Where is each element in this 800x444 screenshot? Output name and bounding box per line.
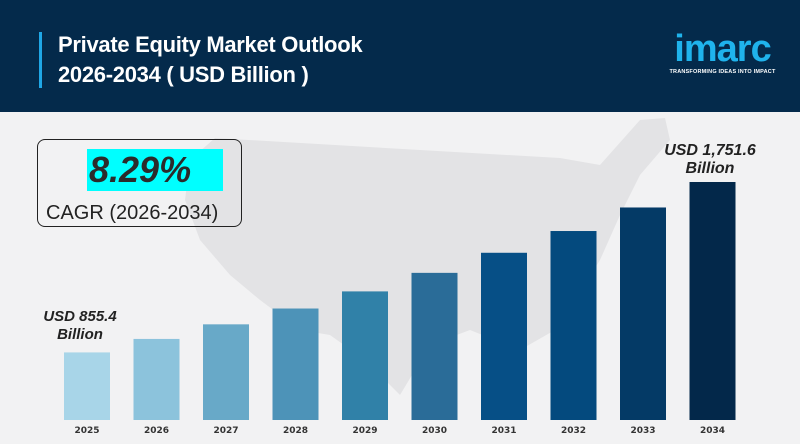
annotation-2025-line2: Billion [57, 326, 103, 343]
annotation-2025-line1: USD 855.4 [43, 308, 117, 325]
title-accent-bar [39, 32, 42, 88]
annotation-2025: USD 855.4 Billion [30, 308, 130, 344]
bar-2031 [481, 252, 527, 420]
bar-2025 [64, 352, 110, 420]
annotation-2034-line2: Billion [685, 160, 735, 177]
bar-2032 [550, 231, 597, 420]
x-tick-2029: 2029 [352, 426, 377, 436]
x-tick-2027: 2027 [213, 426, 238, 436]
bar-2029 [342, 291, 388, 420]
bar-2034 [689, 182, 736, 420]
x-tick-2028: 2028 [283, 426, 308, 436]
x-tick-2032: 2032 [561, 426, 586, 436]
header: Private Equity Market Outlook 2026-2034 … [0, 0, 800, 112]
x-tick-2026: 2026 [144, 426, 169, 436]
annotation-2034-line1: USD 1,751.6 [664, 142, 756, 159]
cagr-box: 8.29% CAGR (2026-2034) [37, 139, 242, 227]
cagr-value: 8.29% [87, 149, 223, 191]
bar-2028 [272, 308, 319, 420]
chart-title: Private Equity Market Outlook 2026-2034 … [58, 30, 363, 90]
bar-2027 [203, 324, 249, 420]
title-line-2: 2026-2034 ( USD Billion ) [58, 62, 309, 87]
bar-2026 [133, 338, 180, 420]
logo-tagline: TRANSFORMING IDEAS INTO IMPACT [669, 69, 776, 75]
x-tick-2030: 2030 [422, 426, 447, 436]
logo-word: imarc [674, 28, 771, 70]
x-tick-2034: 2034 [700, 426, 725, 436]
x-tick-2031: 2031 [491, 426, 516, 436]
x-tick-2025: 2025 [74, 426, 99, 436]
bar-2030 [411, 272, 458, 420]
cagr-label: CAGR (2026-2034) [46, 202, 219, 224]
bar-2033 [620, 207, 666, 420]
x-tick-2033: 2033 [630, 426, 655, 436]
imarc-logo: imarc TRANSFORMING IDEAS INTO IMPACT [660, 30, 785, 75]
title-line-1: Private Equity Market Outlook [58, 32, 363, 57]
annotation-2034: USD 1,751.6 Billion [640, 142, 780, 178]
